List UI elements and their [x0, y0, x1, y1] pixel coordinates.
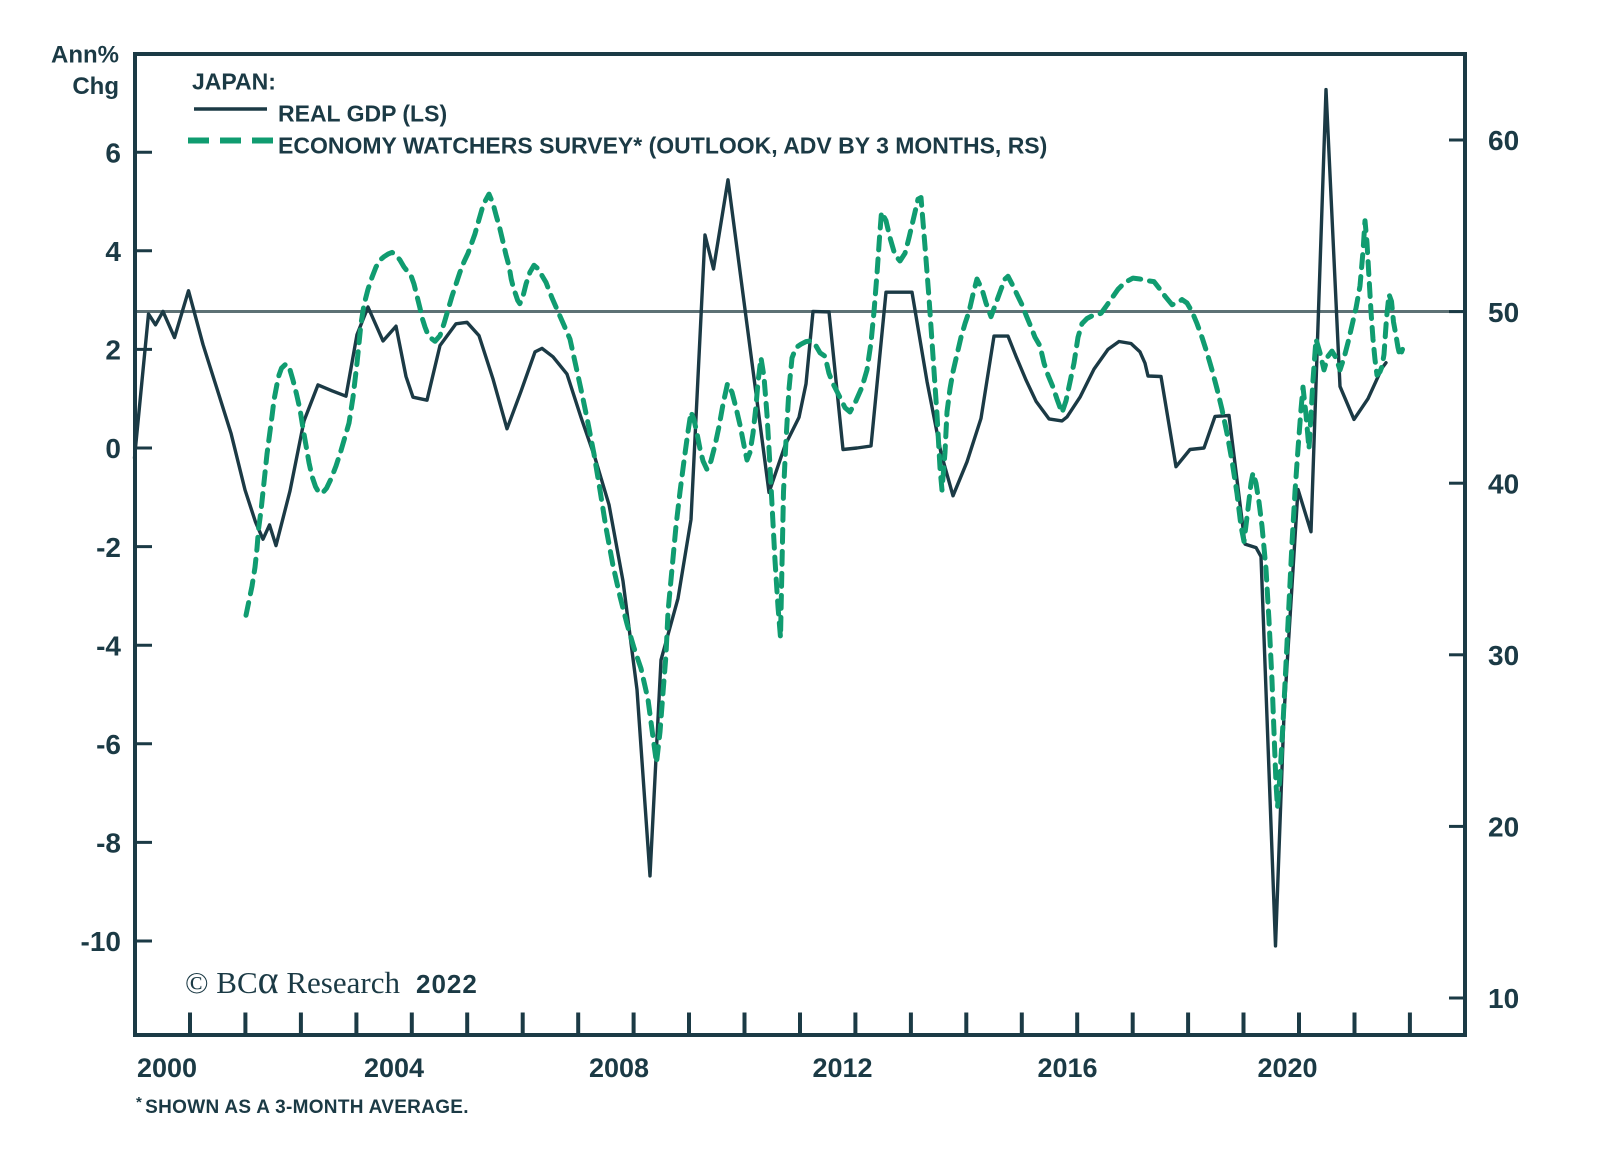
svg-text:6: 6 — [105, 137, 121, 168]
svg-text:2022: 2022 — [416, 969, 478, 999]
svg-text:Ann%: Ann% — [51, 42, 119, 69]
svg-text:2020: 2020 — [1257, 1053, 1317, 1083]
svg-text:50: 50 — [1488, 297, 1519, 328]
svg-text:0: 0 — [105, 433, 121, 464]
svg-text:20: 20 — [1488, 812, 1519, 843]
svg-text:© BCα Research: © BCα Research — [185, 957, 400, 1002]
svg-text:2: 2 — [105, 335, 121, 366]
svg-text:‑2: ‑2 — [96, 532, 121, 563]
svg-text:60: 60 — [1488, 125, 1519, 156]
svg-text:‑10: ‑10 — [81, 926, 121, 957]
svg-text:2012: 2012 — [812, 1053, 872, 1083]
svg-text:2000: 2000 — [137, 1053, 197, 1083]
svg-text:2016: 2016 — [1037, 1053, 1097, 1083]
svg-text:REAL GDP (LS): REAL GDP (LS) — [278, 101, 447, 127]
svg-text:‑4: ‑4 — [96, 630, 121, 661]
svg-text:2008: 2008 — [589, 1053, 649, 1083]
svg-text:10: 10 — [1488, 983, 1519, 1014]
svg-text:ECONOMY WATCHERS SURVEY* (OUTL: ECONOMY WATCHERS SURVEY* (OUTLOOK, ADV B… — [278, 133, 1047, 159]
svg-text:‑6: ‑6 — [96, 729, 121, 760]
svg-text:4: 4 — [105, 236, 121, 267]
svg-text:Chg: Chg — [72, 73, 119, 100]
svg-text:30: 30 — [1488, 640, 1519, 671]
svg-text:2004: 2004 — [364, 1053, 424, 1083]
svg-text:JAPAN:: JAPAN: — [192, 69, 276, 95]
svg-text:40: 40 — [1488, 468, 1519, 499]
svg-text:‑8: ‑8 — [96, 828, 121, 859]
svg-text:*SHOWN AS A 3-MONTH AVERAGE.: * SHOWN AS A 3-MONTH AVERAGE. — [136, 1094, 469, 1118]
